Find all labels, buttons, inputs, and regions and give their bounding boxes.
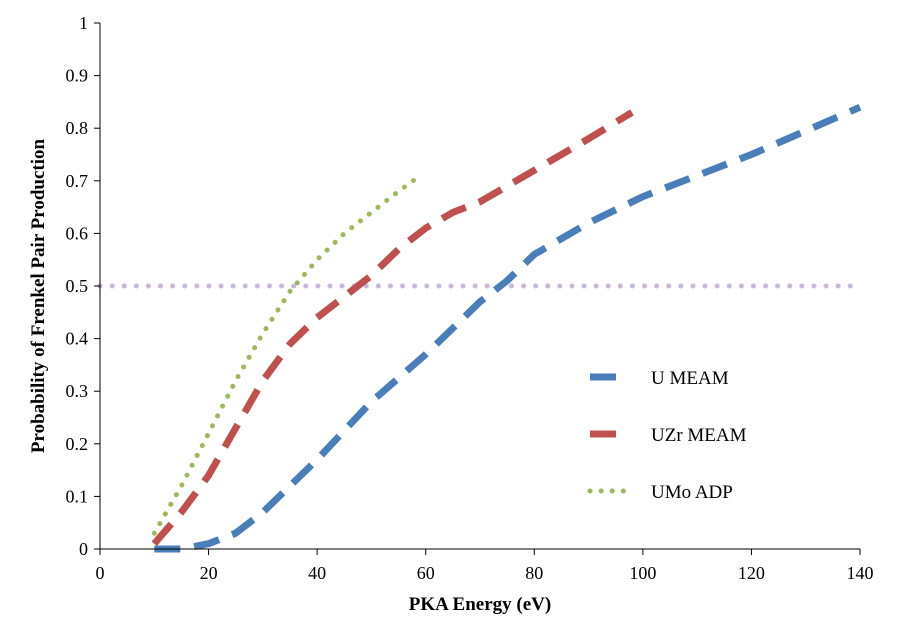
y-tick-label: 0.1	[66, 486, 89, 506]
y-tick-label: 0.3	[66, 381, 89, 401]
axes-layer: 0 0.1 0.2 0.3 0.4 0.5 0.6 0.7 0.8 0.9 1 0 20 40 60 80 10…	[66, 13, 874, 583]
legend-label: U MEAM	[651, 368, 729, 389]
y-tick-label: 0.5	[66, 276, 89, 296]
y-tick-label: 0.7	[66, 171, 89, 191]
x-tick-label: 100	[629, 563, 656, 583]
x-tick-label: 120	[738, 563, 765, 583]
y-axis-title: Probability of Frenkel Pair Production	[28, 138, 49, 453]
series-line-uzr-meam	[151, 109, 634, 546]
y-tick-label: 0.8	[66, 118, 89, 138]
x-axis-title: PKA Energy (eV)	[409, 594, 551, 615]
y-tick-label: 0.2	[66, 434, 89, 454]
series-line-umo-adp	[151, 173, 423, 536]
x-tick-label: 60	[417, 563, 435, 583]
legend-label: UMo ADP	[651, 482, 733, 503]
y-tick-label: 0.4	[66, 329, 89, 349]
x-tick-label: 20	[200, 563, 218, 583]
legend-label: UZr MEAM	[651, 425, 747, 446]
series-layer	[151, 103, 862, 553]
y-tick-label: 1	[79, 13, 88, 33]
series-line-u-meam	[154, 103, 862, 553]
x-tick-label: 80	[525, 563, 543, 583]
x-tick-label: 0	[96, 563, 105, 583]
y-tick-label: 0.9	[66, 66, 89, 86]
x-tick-label: 40	[308, 563, 326, 583]
y-tick-label: 0.6	[66, 223, 89, 243]
x-tick-label: 140	[847, 563, 874, 583]
legend: U MEAM UZr MEAM UMo ADP	[587, 368, 747, 503]
y-tick-label: 0	[79, 539, 88, 559]
